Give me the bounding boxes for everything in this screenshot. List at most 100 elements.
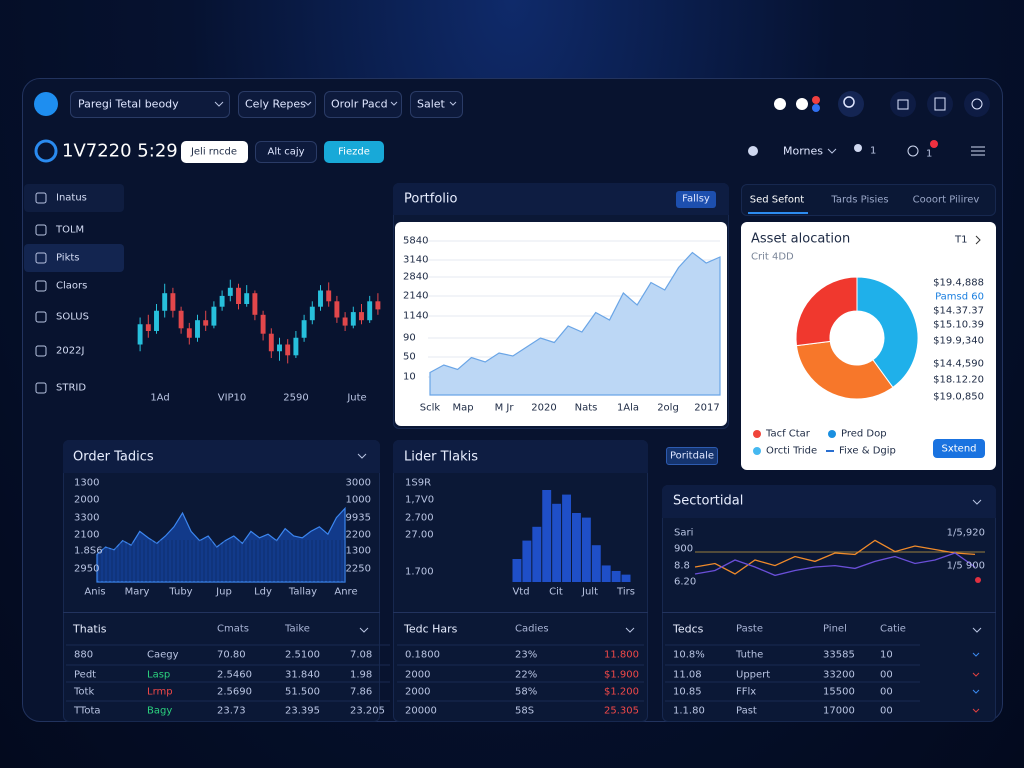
row-arrow — [972, 708, 980, 713]
bar — [562, 494, 571, 582]
sidebar-item[interactable]: 2022J — [56, 345, 85, 357]
button-label[interactable]: Alt cajy — [267, 146, 305, 158]
bar — [512, 559, 522, 582]
column-header: Cmats — [217, 623, 249, 635]
table-cell: $1.900 — [604, 669, 639, 681]
caret — [214, 101, 982, 633]
button-label[interactable]: Fallsy — [682, 193, 710, 205]
legend-swatch — [753, 430, 761, 438]
button[interactable] — [255, 141, 317, 163]
y-label: 2200 — [345, 529, 371, 541]
doc-button[interactable] — [927, 91, 953, 117]
x-label: 1Ala — [616, 402, 640, 414]
button-label[interactable]: Sxtend — [941, 443, 977, 455]
legend-label: Fixe & Dgip — [839, 445, 896, 457]
panel-header — [393, 183, 729, 215]
candle-body — [154, 310, 159, 331]
tab[interactable]: Cooort Pilirev — [912, 194, 980, 206]
x-label: Jup — [216, 586, 232, 598]
column-header: Pinel — [823, 623, 847, 635]
legend-swatch — [753, 447, 761, 455]
y-label: 27.00 — [405, 529, 434, 541]
button[interactable] — [666, 447, 718, 465]
candle-body — [252, 293, 258, 315]
user-count: 1 — [870, 145, 877, 157]
y-label: 900 — [674, 543, 694, 555]
search-button[interactable] — [838, 91, 864, 117]
menu-label[interactable]: Orolr Pacd — [331, 97, 388, 111]
sidebar-item[interactable]: STRID — [56, 382, 87, 394]
candle-body — [309, 306, 315, 321]
candle-body — [318, 290, 323, 307]
menu-box[interactable] — [70, 91, 230, 118]
column-header: Tedc Hars — [404, 622, 458, 636]
view-select[interactable]: Mornes — [783, 144, 824, 158]
table-cell: 23% — [515, 649, 538, 661]
clock-icon — [907, 145, 919, 157]
alert-count: 1 — [926, 148, 933, 160]
button-label[interactable]: Jeli rncde — [190, 146, 238, 158]
tab[interactable]: Tards Pisies — [831, 194, 889, 206]
menu-icon[interactable] — [971, 146, 985, 156]
menu-label[interactable]: Paregi Tetal beody — [78, 97, 179, 111]
x-label: 2590 — [283, 392, 309, 404]
table-cell: 11.800 — [604, 649, 639, 661]
home-button[interactable] — [890, 91, 916, 117]
table-cell: 10.85 — [673, 686, 702, 698]
amount: $19.4,888 — [933, 277, 984, 289]
sidebar-item[interactable]: SOLUS — [56, 311, 89, 323]
button[interactable] — [324, 141, 384, 163]
sidebar-item[interactable]: Inatus — [56, 192, 87, 204]
table-cell: 2000 — [405, 686, 431, 698]
button[interactable] — [933, 439, 985, 458]
table-cell: Pedt — [74, 669, 97, 681]
table-cell: TTota — [74, 705, 101, 717]
menu-box[interactable] — [238, 91, 316, 118]
chevron[interactable] — [975, 235, 981, 245]
candle-body — [203, 320, 209, 326]
candle-body — [301, 320, 307, 338]
sidebar-item[interactable]: Pikts — [56, 252, 80, 264]
table-cell: 58% — [515, 686, 538, 698]
legend-label: Pred Dop — [841, 428, 887, 440]
line — [694, 552, 976, 577]
settings-button[interactable] — [964, 91, 990, 117]
column-header: Thatis — [73, 622, 107, 636]
area — [429, 251, 721, 396]
logo[interactable] — [34, 92, 58, 116]
y-label: 2950 — [74, 563, 100, 575]
divider — [393, 612, 648, 613]
sidebar-item[interactable]: TOLM — [56, 224, 85, 236]
y-label: 5840 — [403, 235, 429, 247]
sidebar-icon — [35, 224, 47, 236]
table-cell: 00 — [880, 705, 893, 717]
candle-body — [137, 324, 143, 345]
x-label: Vtd — [512, 586, 530, 598]
y-label: 2250 — [345, 563, 371, 575]
icon — [897, 99, 909, 110]
button[interactable] — [676, 191, 716, 208]
amount: $19.9,340 — [933, 335, 984, 347]
bar — [552, 503, 562, 582]
button[interactable] — [181, 141, 248, 163]
period[interactable]: T1 — [955, 234, 968, 246]
candle-body — [162, 293, 168, 311]
candle-body — [211, 306, 217, 326]
y-label: 3300 — [74, 512, 100, 524]
x-label: Map — [452, 402, 474, 414]
tab[interactable]: Sed Sefont — [749, 194, 805, 206]
table-cell: 15500 — [823, 686, 855, 698]
table-cell: 17000 — [823, 705, 855, 717]
y-label: 1000 — [345, 494, 371, 506]
menu-box[interactable] — [324, 91, 402, 118]
column-header: Taike — [285, 623, 310, 635]
bar — [522, 540, 532, 582]
menu-label[interactable]: Salet — [417, 97, 445, 111]
button-label[interactable]: Fiezde — [338, 146, 370, 158]
sidebar-item[interactable]: Claors — [56, 280, 88, 292]
candle-body — [359, 312, 364, 321]
menu-label[interactable]: Cely Repes — [245, 97, 306, 111]
button-label[interactable]: Poritdale — [669, 450, 715, 462]
table-cell: Bagy — [147, 705, 173, 717]
table-cell: 2.5100 — [285, 649, 320, 661]
